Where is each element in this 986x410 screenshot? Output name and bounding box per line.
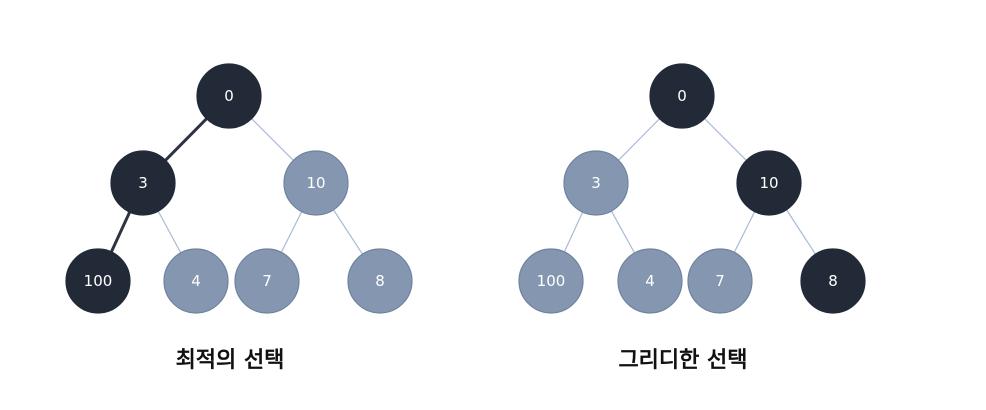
greedy-node-right-right: 8 [800,248,866,314]
optimal-node-circle-left-left [65,248,131,314]
optimal-node-circle-root [196,63,262,129]
optimal-node-left-left: 100 [65,248,131,314]
greedy-edge-root-to-right [702,116,749,163]
optimal-node-label-right-left: 7 [262,272,272,290]
optimal-node-label-right: 10 [306,174,325,192]
optimal-node-label-left: 3 [138,174,148,192]
greedy-edge-right-to-right-left [732,209,757,255]
greedy-node-root: 0 [649,63,715,129]
greedy-node-label-right: 10 [759,174,778,192]
optimal-node-right-right: 8 [347,248,413,314]
greedy-node-circle-left-left [518,248,584,314]
optimal-node-label-left-left: 100 [84,272,113,290]
greedy-edge-right-to-right-right [784,207,818,257]
optimal-node-label-left-right: 4 [191,272,201,290]
greedy-node-label-left-right: 4 [645,272,655,290]
optimal-edge-right-to-right-right [331,207,365,257]
optimal-node-right: 10 [283,150,349,216]
optimal-edge-right-to-right-left [279,209,304,255]
greedy-node-right: 10 [736,150,802,216]
greedy-node-label-right-right: 8 [828,272,838,290]
optimal-node-circle-left-right [163,248,229,314]
optimal-node-circle-right [283,150,349,216]
optimal-node-label-root: 0 [224,87,234,105]
greedy-edge-left-to-left-right [609,208,637,256]
optimal-node-circle-right-right [347,248,413,314]
optimal-node-left: 3 [110,150,176,216]
greedy-node-right-left: 7 [687,248,753,314]
optimal-edge-left-to-left-left [109,209,132,255]
greedy-node-circle-left [563,150,629,216]
optimal-node-right-left: 7 [234,248,300,314]
greedy-node-circle-right-right [800,248,866,314]
greedy-node-left-right: 4 [617,248,683,314]
greedy-node-label-root: 0 [677,87,687,105]
optimal-edge-root-to-right [249,116,296,163]
greedy-node-label-right-left: 7 [715,272,725,290]
optimal-choice-caption: 최적의 선택 [175,348,285,373]
greedy-node-circle-root [649,63,715,129]
optimal-node-circle-right-left [234,248,300,314]
greedy-node-circle-right [736,150,802,216]
greedy-node-circle-right-left [687,248,753,314]
greedy-node-circle-left-right [617,248,683,314]
greedy-edge-root-to-left [616,116,662,163]
optimal-node-left-right: 4 [163,248,229,314]
optimal-tree: 0 3 10 100 4 7 8 [65,63,413,314]
optimal-node-root: 0 [196,63,262,129]
optimal-node-label-right-right: 8 [375,272,385,290]
greedy-edge-left-to-left-left [562,210,585,254]
greedy-choice-caption: 그리디한 선택 [618,348,748,373]
greedy-node-label-left: 3 [591,174,601,192]
greedy-tree: 0 3 10 100 4 7 8 [518,63,866,314]
greedy-node-left-left: 100 [518,248,584,314]
greedy-node-left: 3 [563,150,629,216]
optimal-node-circle-left [110,150,176,216]
optimal-edge-left-to-left-right [156,209,183,255]
optimal-edge-root-to-left [163,116,209,163]
greedy-node-label-left-left: 100 [537,272,566,290]
